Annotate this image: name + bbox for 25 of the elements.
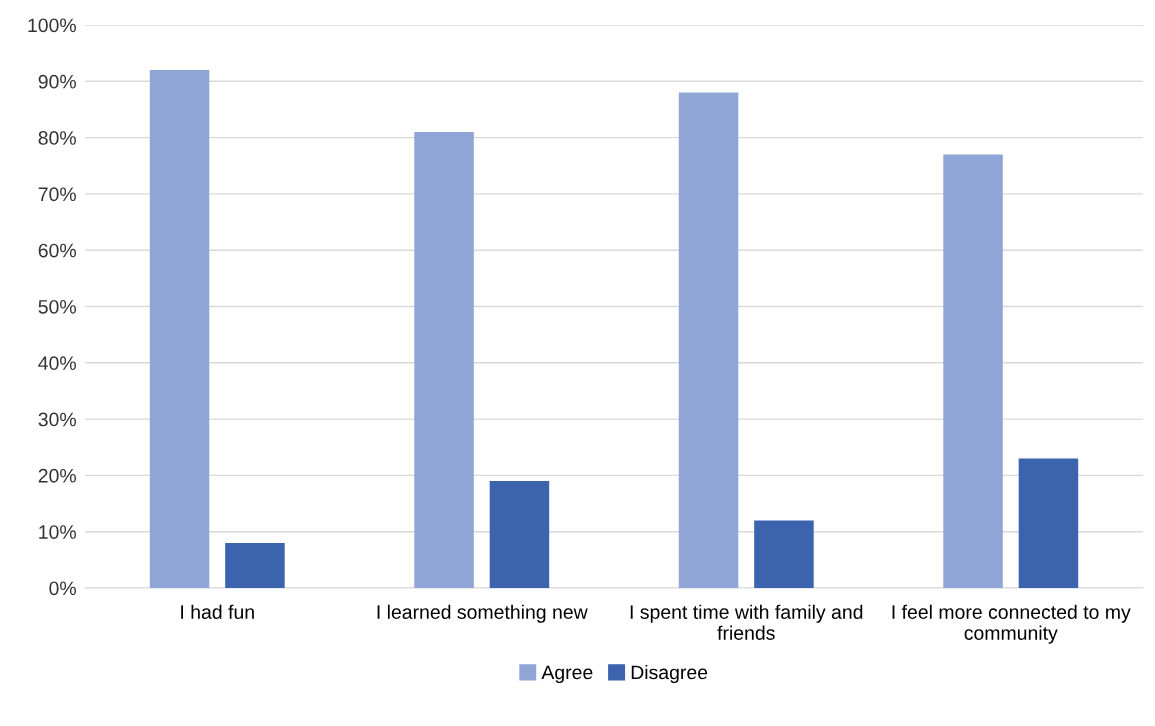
bar	[489, 481, 550, 588]
x-tick-label: I feel more connected to my community	[892, 604, 1131, 644]
bar	[414, 131, 474, 588]
y-tick-label: 0%	[49, 581, 76, 596]
y-tick-label: 90%	[38, 74, 76, 89]
y-tick-label: 20%	[38, 468, 76, 483]
legend-label: Disagree	[631, 664, 708, 684]
y-tick-label: 40%	[38, 356, 76, 371]
bar	[754, 520, 814, 588]
y-tick-label: 70%	[38, 187, 76, 202]
y-tick-label: 80%	[38, 131, 76, 145]
y-tick-label: 10%	[39, 525, 76, 539]
y-tick-label: 50%	[38, 299, 76, 314]
bar	[225, 542, 285, 588]
x-tick-label: I had fun	[181, 604, 254, 619]
x-tick-label: I learned something new	[377, 604, 588, 623]
y-tick-label: 60%	[38, 243, 76, 258]
bar	[943, 154, 1003, 588]
x-tick-label: I spent time with family and friends	[630, 604, 863, 640]
bar	[1018, 458, 1079, 588]
legend-label: Agree	[541, 665, 593, 684]
bar	[678, 92, 739, 588]
y-tick-label: 100%	[28, 18, 76, 33]
y-tick-label: 30%	[38, 412, 76, 427]
bar	[149, 70, 210, 588]
